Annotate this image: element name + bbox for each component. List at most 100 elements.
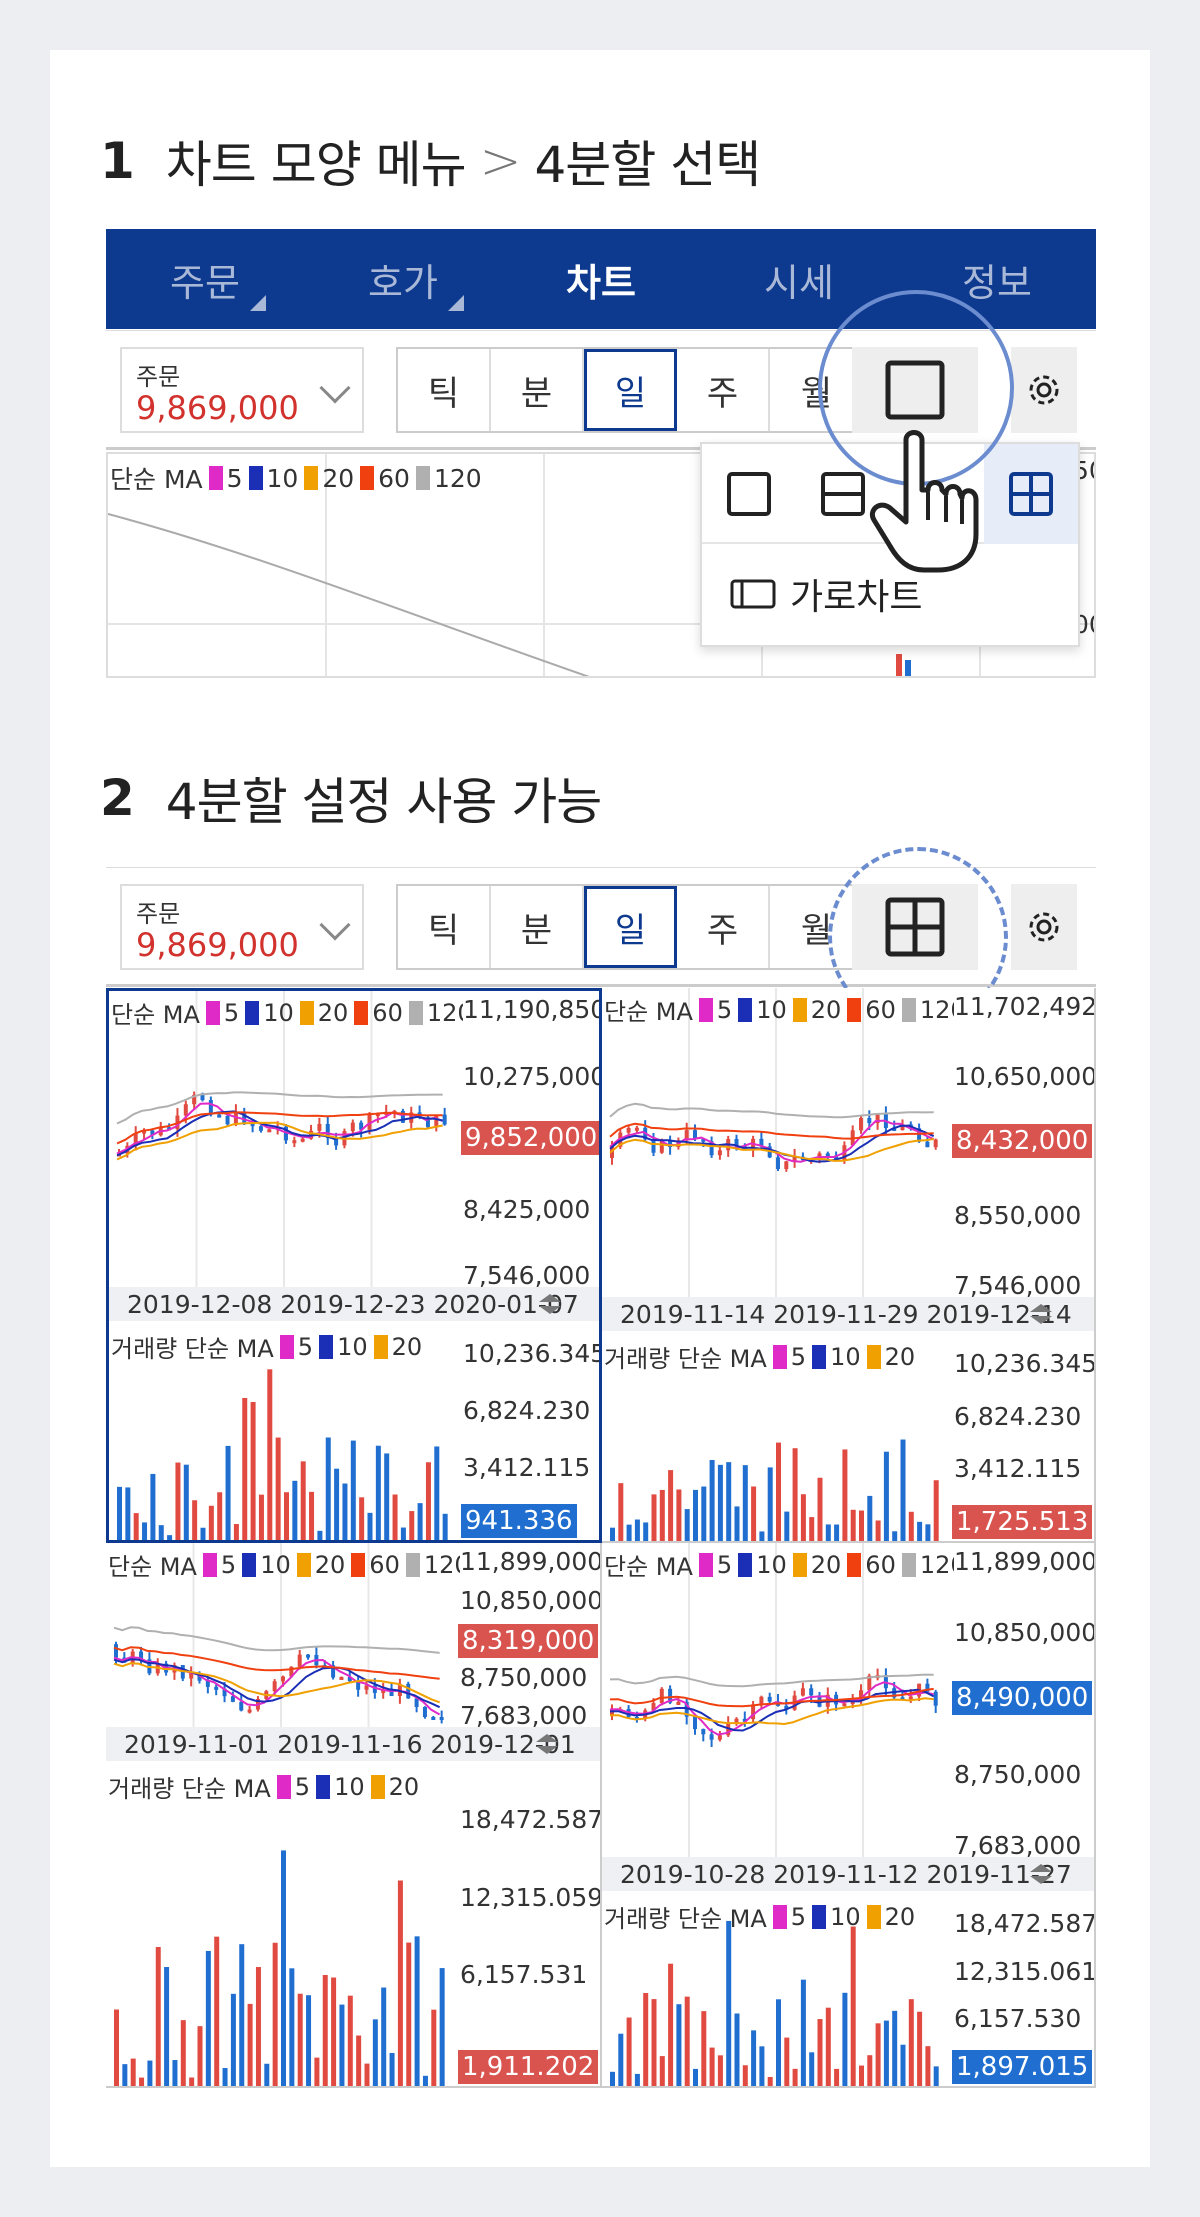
resize-handle-icon[interactable] xyxy=(535,1292,565,1316)
chart-quadrant-4[interactable]: 단순 MA510206012011,899,00010,850,0009,800… xyxy=(602,1543,1096,2088)
period-minute[interactable]: 분 xyxy=(491,349,584,431)
settings-button[interactable] xyxy=(1011,884,1077,970)
period-week[interactable]: 주 xyxy=(677,886,770,968)
volume-bar xyxy=(434,1446,440,1540)
volume-bar xyxy=(334,1468,340,1540)
volume-bar xyxy=(651,1999,657,2086)
volume-bar xyxy=(431,2009,437,2086)
volume-ma-label: 거래량 단순 MA xyxy=(111,1335,274,1363)
resize-handle-icon[interactable] xyxy=(1026,1302,1056,1326)
ma120-swatch xyxy=(415,466,430,490)
ma120-swatch xyxy=(408,1000,423,1025)
ma10-label: 10 xyxy=(830,1342,861,1371)
ma5-label: 5 xyxy=(220,1550,237,1579)
step-number: 1 xyxy=(100,132,135,190)
resize-handle-icon[interactable] xyxy=(1026,1862,1056,1886)
step-1-heading: 1 차트 모양 메뉴 > 4분할 선택 xyxy=(100,125,761,197)
volume-bar xyxy=(883,1451,889,1541)
volume-bar xyxy=(275,1437,281,1540)
volume-bar xyxy=(422,2075,428,2086)
tab-market[interactable]: 시세 xyxy=(700,229,898,329)
volume-bar xyxy=(784,2037,790,2086)
volume-bar xyxy=(155,1947,161,2086)
volume-bar xyxy=(908,1999,914,2086)
volume-bar xyxy=(784,1511,790,1541)
volume-bar xyxy=(381,1987,387,2086)
ma-legend: 단순 MA 5 10 20 60 120 xyxy=(604,1547,966,1582)
volume-bar xyxy=(350,1440,356,1540)
ma-legend: 단순 MA 5 10 20 60 120 xyxy=(108,1547,470,1582)
date-labels: 2019-11-01 2019-11-16 2019-12-01 xyxy=(124,1729,576,1759)
volume-bar xyxy=(626,2017,632,2086)
chart-quadrant-1[interactable]: 단순 MA510206012011,190,85010,275,0009,350… xyxy=(106,988,602,1543)
volume-bar xyxy=(331,1977,337,2086)
candlestick-plot xyxy=(609,988,938,1297)
volume-bar xyxy=(859,1510,864,1541)
volume-bar xyxy=(300,1461,306,1540)
volume-bar xyxy=(192,1500,198,1540)
period-minute[interactable]: 분 xyxy=(491,886,584,968)
price-axis-label: 7,546,000 xyxy=(954,1271,1082,1300)
order-price-select[interactable]: 주문 9,869,000 xyxy=(120,347,364,433)
ma10-label: 10 xyxy=(756,1550,787,1579)
ma10-label: 10 xyxy=(334,1772,365,1801)
ma5-swatch xyxy=(208,466,223,490)
volume-bar xyxy=(409,1511,415,1540)
chart-quadrant-2[interactable]: 단순 MA510206012011,702,49210,650,0009,600… xyxy=(602,988,1096,1543)
volume-bar xyxy=(867,2055,873,2086)
gear-icon xyxy=(1029,375,1059,405)
volume-bar xyxy=(325,1437,331,1540)
tab-order[interactable]: 주문 xyxy=(106,229,304,329)
volume-bar xyxy=(389,2052,395,2086)
volume-bar xyxy=(158,1525,164,1540)
layout-split-4-option[interactable] xyxy=(984,444,1078,544)
hand-pointer-icon xyxy=(870,430,979,573)
ma10-swatch xyxy=(738,997,753,1022)
volume-bar xyxy=(709,1459,715,1541)
ma5-label: 5 xyxy=(297,1332,314,1361)
volume-bar xyxy=(208,1505,214,1540)
ma-label: 단순 MA xyxy=(604,1553,693,1581)
volume-bar xyxy=(859,2065,864,2086)
volume-bar xyxy=(284,1492,289,1540)
period-day[interactable]: 일 xyxy=(584,886,677,968)
volume-bar xyxy=(442,1513,448,1540)
layout-single-option[interactable] xyxy=(702,444,796,544)
period-tick[interactable]: 틱 xyxy=(398,886,491,968)
ma5-swatch xyxy=(698,997,713,1022)
volume-bar xyxy=(800,1494,806,1541)
volume-bar xyxy=(634,2073,640,2086)
settings-button[interactable] xyxy=(1011,347,1077,433)
ma5-swatch xyxy=(698,1552,713,1577)
period-week[interactable]: 주 xyxy=(677,349,770,431)
period-tick[interactable]: 틱 xyxy=(398,349,491,431)
order-price-select[interactable]: 주문 9,869,000 xyxy=(120,884,364,970)
volume-ma-label: 거래량 단순 MA xyxy=(108,1775,271,1803)
period-month[interactable]: 월 xyxy=(800,910,833,951)
tab-chart[interactable]: 차트 xyxy=(502,229,700,329)
ma-line xyxy=(609,1138,934,1162)
resize-handle-icon[interactable] xyxy=(532,1732,562,1756)
volume-bar xyxy=(842,1449,848,1541)
volume-axis-label: 10,236.345 xyxy=(954,1349,1096,1378)
ma20-label: 20 xyxy=(884,1342,916,1371)
volume-bar xyxy=(292,1480,298,1540)
ma5-label: 5 xyxy=(716,995,733,1024)
price-axis-label: 8,425,000 xyxy=(463,1194,591,1224)
landscape-chart-option[interactable]: 가로차트 xyxy=(702,544,1078,644)
layout-split-2-option[interactable] xyxy=(796,444,890,544)
volume-bar xyxy=(142,1522,148,1540)
chart-quadrant-3[interactable]: 단순 MA510206012011,899,00010,850,0009,800… xyxy=(106,1543,602,2088)
volume-bar xyxy=(883,2020,889,2086)
ma60-swatch xyxy=(354,1000,369,1025)
ma-legend: 단순 MA 5 10 20 60 120 xyxy=(110,460,482,496)
volume-bar xyxy=(281,1850,286,2086)
period-day[interactable]: 일 xyxy=(584,349,677,431)
volume-ma-label: 거래량 단순 MA xyxy=(604,1345,767,1373)
volume-bar xyxy=(239,1944,245,2086)
tab-quote[interactable]: 호가 xyxy=(304,229,502,329)
volume-bar xyxy=(230,1993,236,2086)
volume-bar xyxy=(767,2076,773,2086)
volume-bar xyxy=(297,1993,303,2086)
tab-info[interactable]: 정보 xyxy=(898,229,1096,329)
